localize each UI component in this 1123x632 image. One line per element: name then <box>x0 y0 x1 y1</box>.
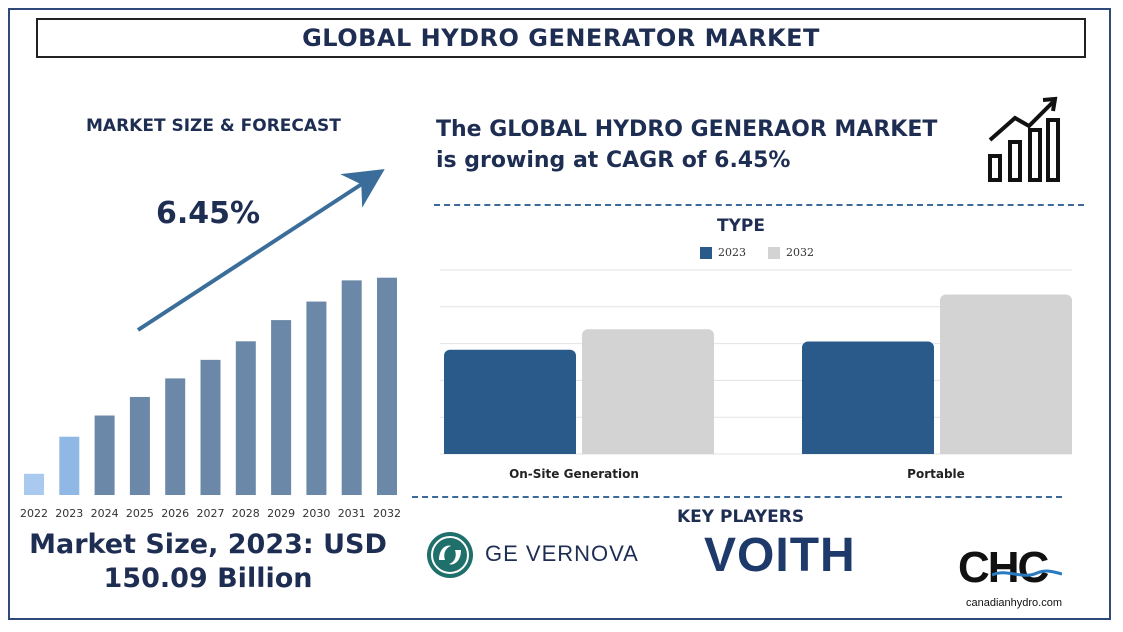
player-chc-site: canadianhydro.com <box>966 597 1063 609</box>
player-voith: VOITH <box>704 529 856 582</box>
chc-wave-icon <box>992 569 1062 577</box>
type-bar-base <box>940 446 1072 454</box>
forecast-bar-2031 <box>341 280 362 495</box>
growth-chart-icon <box>988 96 1060 182</box>
forecast-bar-2030 <box>306 301 327 495</box>
page-title: GLOBAL HYDRO GENERATOR MARKET <box>36 18 1086 58</box>
legend-item-2023: 2023 <box>700 246 746 259</box>
forecast-subtitle: MARKET SIZE & FORECAST <box>86 116 341 136</box>
legend-item-2032: 2032 <box>768 246 814 259</box>
cagr-label: 6.45% <box>156 196 261 231</box>
legend-label-2032: 2032 <box>786 246 814 259</box>
forecast-bar-2026 <box>165 378 186 495</box>
type-bar-on-site-generation-2023 <box>444 349 576 454</box>
ge-logo-icon <box>427 532 473 578</box>
forecast-tick-2022: 2022 <box>20 507 48 520</box>
type-chart-title: TYPE <box>717 216 765 236</box>
forecast-tick-2026: 2026 <box>161 507 189 520</box>
market-size-text: Market Size, 2023: USD 150.09 Billion <box>29 529 387 594</box>
forecast-bar-2025 <box>129 396 150 495</box>
type-bar-base <box>802 446 934 454</box>
forecast-bar-2024 <box>94 415 115 495</box>
forecast-bar-2023 <box>59 436 80 495</box>
player-chc: CHC <box>958 543 1049 592</box>
divider-bottom <box>412 496 1062 498</box>
forecast-bar-2022 <box>24 473 44 495</box>
forecast-tick-2024: 2024 <box>91 507 119 520</box>
outer-frame <box>8 8 1111 620</box>
headline-line-2: is growing at CAGR of 6.45% <box>436 148 791 173</box>
type-category-label: Portable <box>907 467 965 481</box>
type-bar-portable-2032 <box>940 294 1072 454</box>
forecast-tick-2031: 2031 <box>338 507 366 520</box>
type-bar-portable-2023 <box>802 341 934 454</box>
legend-swatch-2023 <box>700 246 712 259</box>
forecast-tick-2025: 2025 <box>126 507 154 520</box>
headline-line-1: The GLOBAL HYDRO GENERAOR MARKET <box>436 117 938 142</box>
forecast-tick-2023: 2023 <box>55 507 83 520</box>
type-legend: 2023 2032 <box>700 246 836 259</box>
forecast-tick-2028: 2028 <box>232 507 260 520</box>
key-players-title: KEY PLAYERS <box>677 507 805 527</box>
type-category-label: On-Site Generation <box>509 467 639 481</box>
growth-arrow <box>136 169 385 332</box>
type-bar-base <box>444 446 576 454</box>
forecast-bar-2032 <box>377 277 397 495</box>
forecast-bar-2029 <box>271 320 292 495</box>
type-bar-base <box>582 446 714 454</box>
headline: The GLOBAL HYDRO GENERAOR MARKET is grow… <box>436 114 976 176</box>
forecast-bar-2027 <box>200 359 221 495</box>
type-bar-on-site-generation-2032 <box>582 329 714 454</box>
legend-swatch-2032 <box>768 246 780 259</box>
forecast-bar-2028 <box>235 341 256 495</box>
forecast-tick-2029: 2029 <box>267 507 295 520</box>
forecast-tick-2032: 2032 <box>373 507 401 520</box>
player-ge-vernova: GE VERNOVA <box>485 541 639 566</box>
forecast-tick-2030: 2030 <box>302 507 330 520</box>
divider-top <box>434 204 1084 206</box>
forecast-tick-2027: 2027 <box>197 507 225 520</box>
legend-label-2023: 2023 <box>718 246 746 259</box>
forecast-chart: 2022 2023 2024 2025 2026 2027 2028 2029 2030 2031… <box>20 169 401 520</box>
type-chart: On-Site Generation Portable <box>440 269 1072 481</box>
